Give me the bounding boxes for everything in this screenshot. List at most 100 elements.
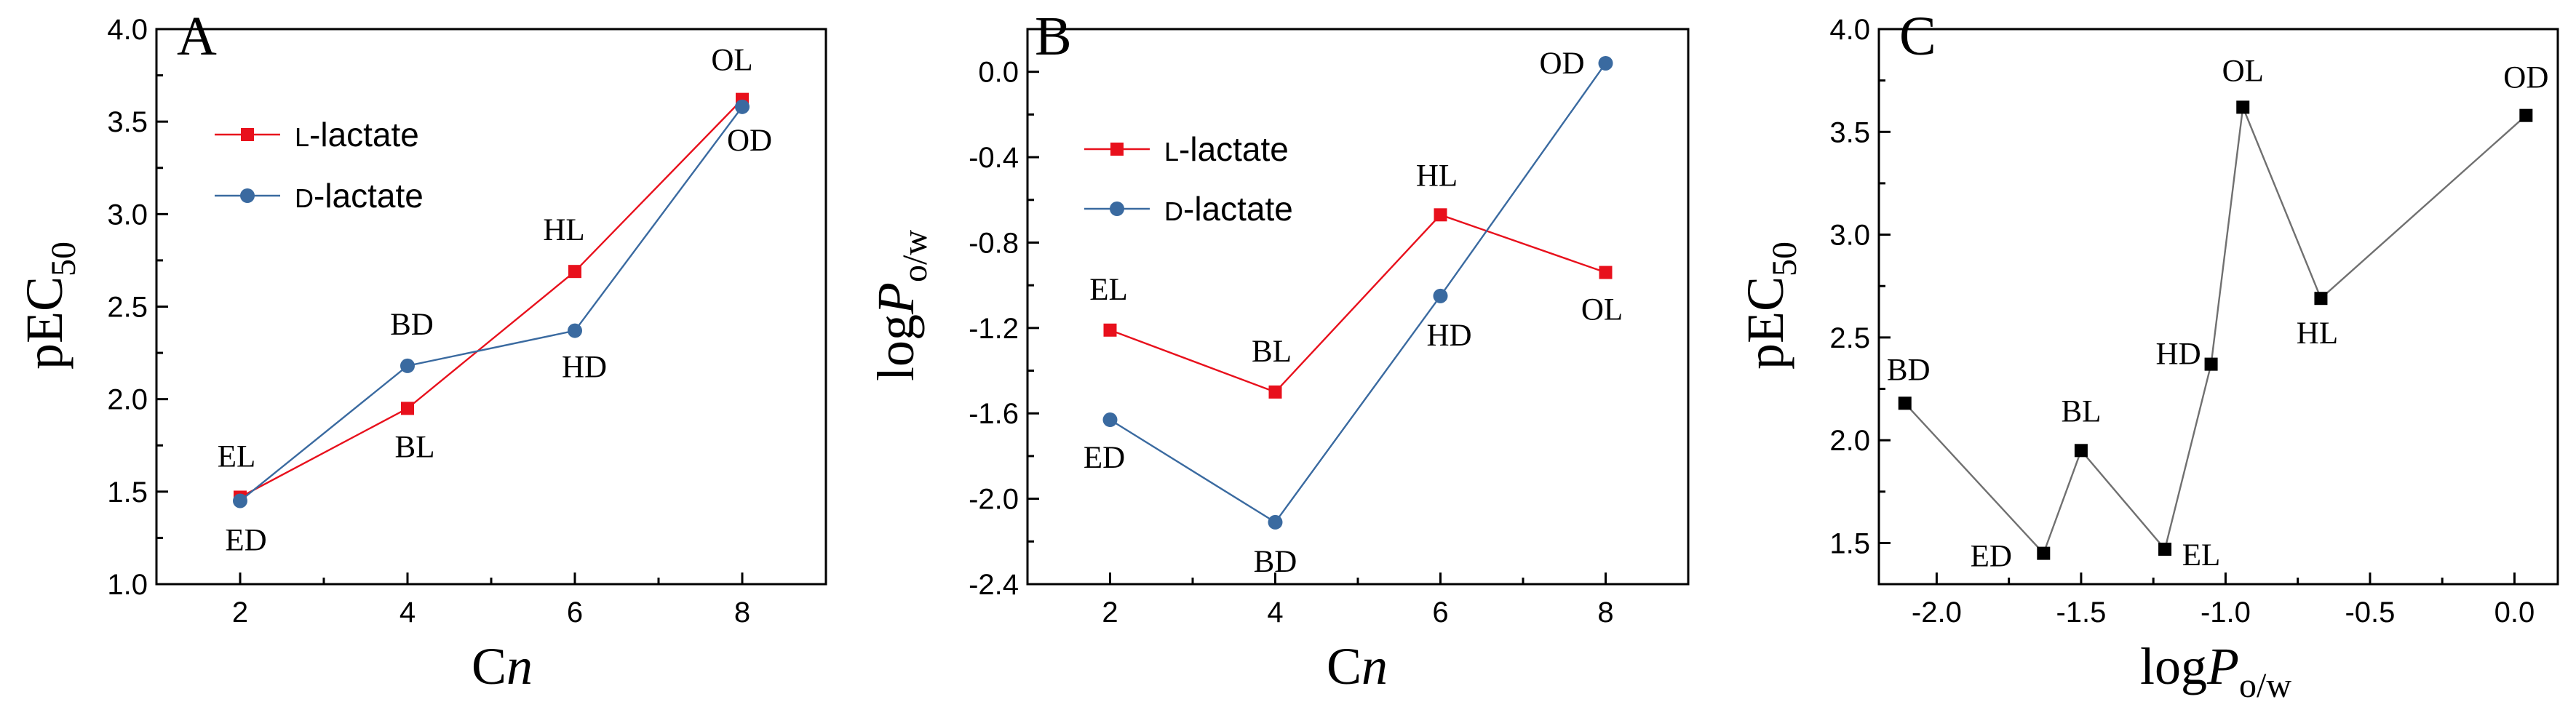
point-label: BD <box>390 308 434 342</box>
data-point <box>2236 100 2250 114</box>
series-line <box>239 98 743 498</box>
point-label: OD <box>2503 61 2548 95</box>
x-title-italic: n <box>506 637 533 695</box>
legend-smallcaps: D <box>295 183 314 213</box>
data-point <box>1598 55 1613 71</box>
y-title-subscript: 50 <box>1765 242 1804 276</box>
y-tick-label: 3.5 <box>1829 116 1870 148</box>
data-point <box>735 99 750 114</box>
point-label: EL <box>218 439 256 474</box>
x-axis-title: Cn <box>1327 637 1388 695</box>
panel-letter: A <box>177 6 217 67</box>
data-point <box>400 358 415 373</box>
series-d-lactate: ED BD HD OD <box>225 99 772 558</box>
x-tick-label: 2 <box>232 597 248 629</box>
y-tick-label: -0.8 <box>969 227 1019 259</box>
point-label: BL <box>2061 394 2101 428</box>
y-tick-label: 0.0 <box>978 57 1019 89</box>
point-label: ED <box>1971 540 2012 574</box>
x-tick-label: -0.5 <box>2345 597 2395 629</box>
data-point <box>2037 546 2051 560</box>
x-title-main: log <box>2140 637 2207 695</box>
legend-marker <box>241 128 254 141</box>
point-label: BL <box>395 430 435 464</box>
series-l-lactate: EL BL HL OL <box>1089 159 1623 399</box>
x-tick-label: 0.0 <box>2494 597 2535 629</box>
y-tick-label: 2.5 <box>1829 322 1870 354</box>
data-point <box>2074 444 2088 458</box>
legend-entry: D-lactate <box>215 177 424 215</box>
y-tick-label: -1.2 <box>969 313 1019 345</box>
point-label: EL <box>1089 273 1128 307</box>
x-tick-label: 8 <box>734 597 750 629</box>
y-tick-label: -2.4 <box>969 569 1019 601</box>
y-tick-label: 1.5 <box>107 476 148 508</box>
data-point <box>1434 208 1447 222</box>
point-label: BD <box>1254 545 1297 579</box>
point-label: ED <box>225 524 266 558</box>
point-label: HL <box>1416 159 1458 193</box>
x-title-main: C <box>472 637 506 695</box>
y-title-main: pEC <box>15 276 73 370</box>
data-point <box>1898 396 1912 410</box>
series-line <box>239 106 743 502</box>
data-point <box>2519 108 2533 122</box>
point-label: HL <box>543 213 584 247</box>
panel-c: 1.5 2.0 2.5 3.0 3.5 4.0 -2.0 -1.5 -1.0 -0.5 0.0 Clo… <box>1736 6 2559 705</box>
x-tick-label: 8 <box>1597 597 1613 629</box>
legend-entry: L-lactate <box>215 116 419 153</box>
legend-marker <box>1110 143 1124 156</box>
x-tick-label: -1.0 <box>2201 597 2251 629</box>
y-tick-label: 3.5 <box>107 106 148 138</box>
point-label: OD <box>1539 47 1584 81</box>
x-title-italic: n <box>1361 637 1388 695</box>
series-line <box>1109 63 1607 524</box>
point-label: OL <box>711 44 752 78</box>
data-point <box>1268 385 1282 399</box>
y-tick-label: -1.6 <box>969 398 1019 430</box>
y-tick-label: -0.4 <box>969 142 1019 174</box>
y-tick-label: 1.0 <box>107 569 148 601</box>
legend-entry: D-lactate <box>1084 190 1293 228</box>
y-tick-label: -2.0 <box>969 484 1019 516</box>
x-title-italic: P <box>2206 637 2239 695</box>
y-tick-label: 4.0 <box>107 14 148 46</box>
y-tick-label: 1.5 <box>1829 527 1870 559</box>
legend-label: D-lactate <box>1164 190 1293 228</box>
point-label: HD <box>1426 319 1471 353</box>
point-label: HD <box>2156 338 2201 372</box>
series-line <box>1110 213 1606 394</box>
y-axis-title: pEC50 <box>1736 242 1804 370</box>
y-title-main: log <box>867 314 925 381</box>
data-point <box>568 265 581 279</box>
panel-b: -2.4 -2.0 -1.6 -1.2 -0.8 -0.4 0.0 2 4 6 8 B Cn logPo/… <box>867 6 1690 695</box>
series-d-lactate: ED BD HD OD <box>1084 47 1613 579</box>
data-point <box>1102 412 1118 428</box>
legend-entry: L-lactate <box>1084 130 1289 168</box>
data-point <box>2314 292 2328 306</box>
legend-label: L-lactate <box>1164 130 1289 168</box>
legend-smallcaps: D <box>1164 196 1183 226</box>
point-label: EL <box>2182 538 2221 573</box>
point-label: BL <box>1252 335 1292 369</box>
point-label: OD <box>727 124 772 158</box>
legend-marker <box>1110 202 1124 216</box>
data-point <box>401 402 414 415</box>
data-point <box>1599 266 1613 279</box>
x-tick-label: 6 <box>1432 597 1448 629</box>
legend-smallcaps: L <box>295 122 309 152</box>
data-point <box>1103 323 1117 337</box>
point-label: BD <box>1887 353 1931 387</box>
legend-label: D-lactate <box>295 177 424 215</box>
y-title-subscript: 50 <box>44 242 83 276</box>
x-tick-label: 6 <box>567 597 583 629</box>
y-tick-label: 2.0 <box>107 384 148 416</box>
legend-label-rest: -lactate <box>1179 130 1289 168</box>
x-tick-label: 4 <box>399 597 416 629</box>
plot-frame <box>1877 28 2559 586</box>
point-label: HD <box>562 351 607 385</box>
y-title-main: pEC <box>1736 276 1794 370</box>
data-point <box>2204 357 2218 371</box>
y-title-subscript: o/w <box>896 230 934 282</box>
legend-label-rest: -lactate <box>1183 190 1293 228</box>
